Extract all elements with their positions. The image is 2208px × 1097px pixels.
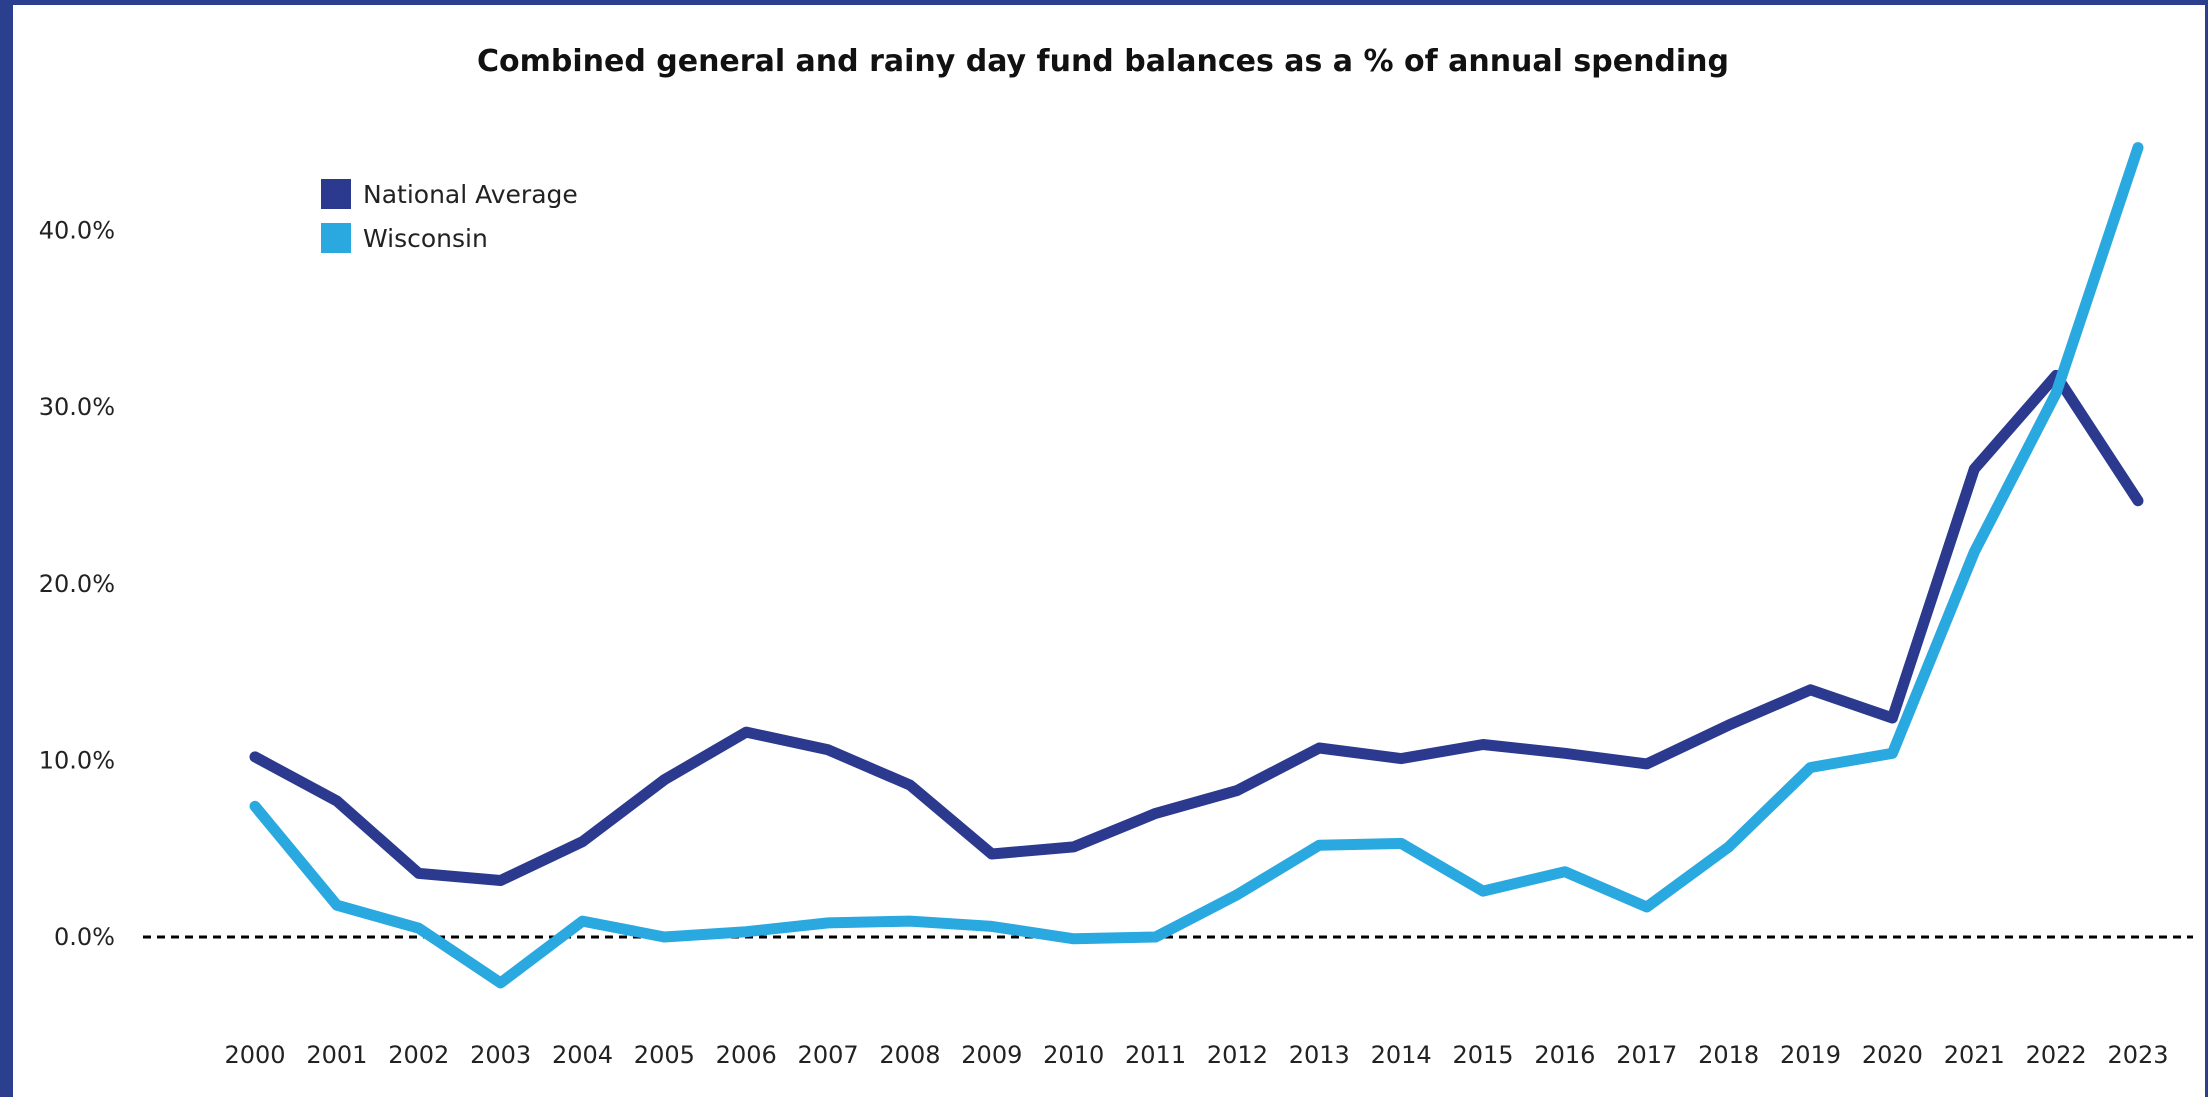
x-tick-label: 2001 (306, 1041, 367, 1069)
x-tick-label: 2015 (1453, 1041, 1514, 1069)
x-tick-label: 2013 (1289, 1041, 1350, 1069)
x-tick-label: 2022 (2026, 1041, 2087, 1069)
y-tick-label: 30.0% (39, 393, 115, 421)
x-tick-label: 2009 (961, 1041, 1022, 1069)
legend-swatch (321, 179, 351, 209)
x-axis-ticks: 2000 2001 2002 2003 2004 2005 2006 2007 2008 2009… (224, 1041, 2168, 1069)
series-line-0 (249, 369, 2144, 886)
legend: National Average Wisconsin (321, 179, 578, 253)
x-tick-label: 2014 (1371, 1041, 1432, 1069)
x-tick-label: 2010 (1043, 1041, 1104, 1069)
y-tick-label: 10.0% (39, 746, 115, 774)
series-line-1 (249, 142, 2144, 989)
legend-label: Wisconsin (363, 224, 488, 253)
y-tick-label: 40.0% (39, 217, 115, 245)
x-tick-label: 2007 (798, 1041, 859, 1069)
legend-swatch (321, 223, 351, 253)
x-tick-label: 2016 (1534, 1041, 1595, 1069)
chart-title: Combined general and rainy day fund bala… (477, 44, 1729, 79)
x-tick-label: 2004 (552, 1041, 613, 1069)
x-tick-label: 2020 (1862, 1041, 1923, 1069)
chart-frame: Combined general and rainy day fund bala… (13, 5, 2205, 1097)
x-tick-label: 2006 (716, 1041, 777, 1069)
x-tick-label: 2019 (1780, 1041, 1841, 1069)
x-tick-label: 2017 (1616, 1041, 1677, 1069)
legend-label: National Average (363, 180, 578, 209)
chart-svg: Combined general and rainy day fund bala… (39, 44, 2193, 1069)
y-tick-label: 20.0% (39, 570, 115, 598)
x-tick-label: 2003 (470, 1041, 531, 1069)
x-tick-label: 2011 (1125, 1041, 1186, 1069)
y-tick-label: 0.0% (54, 923, 115, 951)
x-tick-label: 2012 (1207, 1041, 1268, 1069)
series-lines (249, 142, 2144, 989)
y-axis-ticks: 0.0% 10.0% 20.0% 30.0% 40.0% (39, 217, 115, 951)
x-tick-label: 2018 (1698, 1041, 1759, 1069)
x-tick-label: 2023 (2107, 1041, 2168, 1069)
x-tick-label: 2000 (224, 1041, 285, 1069)
x-tick-label: 2002 (388, 1041, 449, 1069)
x-tick-label: 2021 (1944, 1041, 2005, 1069)
x-tick-label: 2008 (879, 1041, 940, 1069)
x-tick-label: 2005 (634, 1041, 695, 1069)
